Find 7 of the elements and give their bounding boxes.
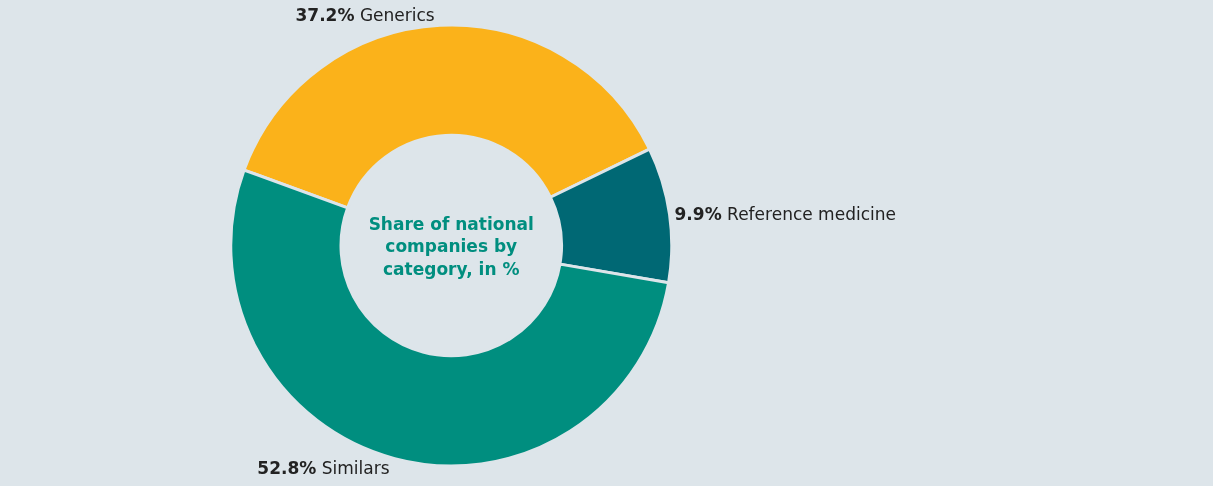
data-label: 9.9% [674,204,722,225]
slice-label: Generics [359,5,435,26]
data-label: 37.2% [295,5,355,26]
slice-label: Reference medicine [727,204,896,225]
slice-label: Similars [321,457,390,478]
data-label: 52.8% [257,457,317,478]
text: Share of national companies by category, in % [368,214,534,279]
